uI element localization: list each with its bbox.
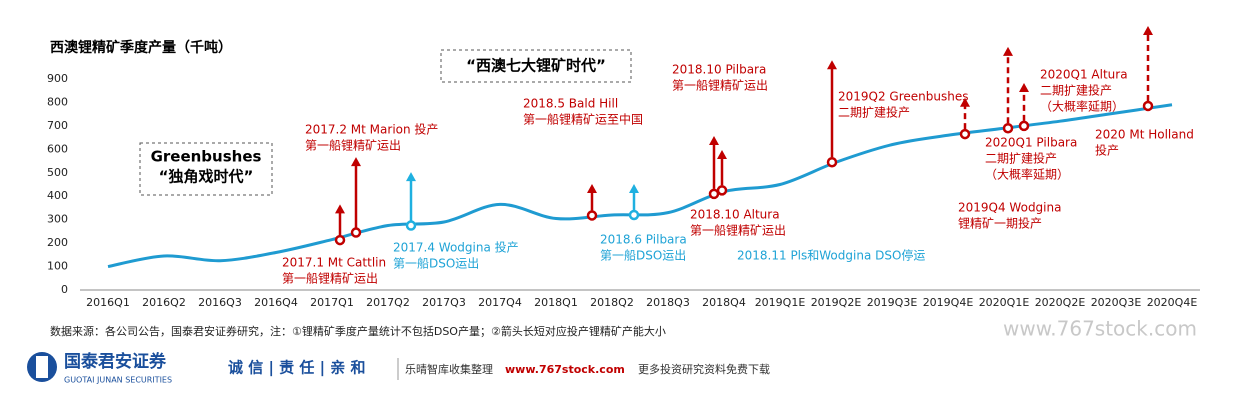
- annotation: 二期扩建投产: [838, 105, 910, 120]
- arrow-head: [960, 97, 970, 107]
- arrow-head: [1003, 46, 1013, 56]
- x-tick-label: 2018Q3: [646, 296, 690, 309]
- source-note: 数据来源：各公司公告，国泰君安证券研究，注：①锂精矿季度产量统计不包括DSO产量…: [50, 324, 666, 338]
- x-tick-label: 2016Q4: [254, 296, 298, 309]
- annotation: 2020Q1 Pilbara: [985, 136, 1077, 150]
- annotation: 2018.5 Bald Hill: [523, 97, 618, 111]
- x-tick-label: 2018Q1: [534, 296, 578, 309]
- event-marker: [1002, 122, 1014, 134]
- watermark: www.767stock.com: [1003, 317, 1197, 341]
- annotation: 2018.10 Pilbara: [672, 63, 766, 77]
- event-marker: [350, 227, 362, 238]
- annotation: 二期扩建投产: [1040, 83, 1112, 98]
- arrow-head: [629, 184, 639, 194]
- slogan: 更多投资研究资料免费下载: [638, 362, 770, 376]
- x-tick-label: 2017Q3: [422, 296, 466, 309]
- x-tick-label: 2017Q2: [366, 296, 410, 309]
- chart-title: 西澳锂精矿季度产量（千吨）: [50, 39, 232, 56]
- y-tick-label: 800: [47, 95, 68, 108]
- x-tick-label: 2016Q3: [198, 296, 242, 309]
- event-marker: [826, 156, 838, 168]
- event-marker: [405, 220, 417, 231]
- x-tick-label: 2018Q2: [590, 296, 634, 309]
- x-tick-label: 2020Q1E: [979, 296, 1030, 309]
- annotation: 2020Q1 Altura: [1040, 68, 1128, 82]
- annotation: 二期扩建投产: [985, 151, 1057, 166]
- x-tick-label: 2019Q4E: [923, 296, 974, 309]
- x-tick-label: 2020Q3E: [1091, 296, 1142, 309]
- event-marker: [708, 188, 720, 200]
- annotation: 第一船锂精矿运出: [305, 138, 401, 153]
- event-marker: [1018, 120, 1030, 132]
- y-tick-label: 200: [47, 236, 68, 249]
- event-marker: [628, 209, 640, 221]
- y-tick-label: 600: [47, 142, 68, 155]
- dashed-box: [139, 142, 273, 196]
- x-tick-label: 2016Q2: [142, 296, 186, 309]
- arrow-head: [351, 157, 361, 167]
- y-tick-label: 700: [47, 119, 68, 132]
- event-marker: [586, 210, 598, 221]
- x-tick-label: 2020Q2E: [1035, 296, 1086, 309]
- annotation: 锂精矿一期投产: [958, 216, 1042, 231]
- box-text: Greenbushes: [151, 148, 262, 166]
- arrow-head: [587, 184, 597, 194]
- annotation: 第一船锂精矿运至中国: [523, 112, 643, 127]
- annotation: 第一船DSO运出: [600, 249, 686, 263]
- x-tick-label: 2019Q3E: [867, 296, 918, 309]
- logo-mark: [36, 356, 48, 378]
- series-line: [107, 103, 1173, 269]
- annotation: 2018.11 Pls和Wodgina DSO停运: [737, 248, 925, 263]
- annotation: 2020 Mt Holland: [1095, 128, 1194, 142]
- annotation: 2019Q4 Wodgina: [958, 201, 1061, 215]
- dashed-box: [440, 49, 632, 83]
- box-text: “独角戏时代”: [159, 168, 254, 186]
- arrow-head: [1019, 82, 1029, 92]
- annotation: 2017.2 Mt Marion 投产: [305, 122, 438, 137]
- arrow-head: [1143, 26, 1153, 36]
- y-tick-label: 500: [47, 166, 68, 179]
- x-tick-label: 2018Q4: [702, 296, 746, 309]
- annotation: 2018.10 Altura: [690, 208, 780, 222]
- x-tick-label: 2016Q1: [86, 296, 130, 309]
- arrow-head: [717, 150, 727, 160]
- arrow-head: [709, 135, 719, 145]
- brand-en: GUOTAI JUNAN SECURITIES: [64, 376, 172, 385]
- y-tick-label: 900: [47, 72, 68, 85]
- y-tick-label: 0: [61, 283, 68, 296]
- event-marker: [716, 185, 728, 196]
- annotation: （大概率延期）: [985, 167, 1069, 182]
- annotation: 第一船锂精矿运出: [672, 78, 768, 93]
- annotation: 2017.1 Mt Cattlin: [282, 256, 386, 270]
- event-marker: [1142, 100, 1154, 112]
- x-tick-label: 2019Q1E: [755, 296, 806, 309]
- annotation: 第一船锂精矿运出: [690, 223, 786, 238]
- y-tick-label: 300: [47, 213, 68, 226]
- arrow-head: [406, 172, 416, 182]
- collector: 乐晴智库收集整理: [405, 362, 493, 376]
- event-marker: [959, 128, 971, 140]
- annotation: 2019Q2 Greenbushes: [838, 90, 969, 104]
- footer-band: [0, 346, 1253, 402]
- annotation: 第一船DSO运出: [393, 257, 479, 271]
- x-tick-label: 2019Q2E: [811, 296, 862, 309]
- x-tick-label: 2017Q4: [478, 296, 522, 309]
- x-tick-label: 2020Q4E: [1147, 296, 1198, 309]
- y-tick-label: 100: [47, 260, 68, 273]
- annotation: 投产: [1095, 143, 1119, 158]
- motto: 诚 信 | 责 任 | 亲 和: [228, 359, 366, 378]
- box-text: “西澳七大锂矿时代”: [466, 57, 606, 75]
- annotation: 第一船锂精矿运出: [282, 271, 378, 286]
- annotation: 2018.6 Pilbara: [600, 233, 687, 247]
- arrow-head: [827, 60, 837, 70]
- site: www.767stock.com: [505, 363, 625, 376]
- arrow-head: [335, 204, 345, 214]
- brand: 国泰君安证券: [64, 351, 167, 372]
- y-tick-label: 400: [47, 189, 68, 202]
- x-tick-label: 2017Q1: [310, 296, 354, 309]
- event-marker: [334, 234, 346, 246]
- annotation: （大概率延期）: [1040, 99, 1124, 114]
- annotation: 2017.4 Wodgina 投产: [393, 240, 519, 255]
